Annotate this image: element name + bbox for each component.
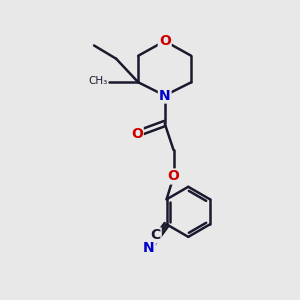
Text: O: O: [131, 127, 143, 141]
Text: O: O: [159, 34, 171, 48]
Text: O: O: [168, 169, 179, 184]
Text: CH₃: CH₃: [88, 76, 107, 86]
Text: C: C: [150, 228, 161, 242]
Text: N: N: [159, 88, 170, 103]
Text: N: N: [143, 241, 155, 255]
